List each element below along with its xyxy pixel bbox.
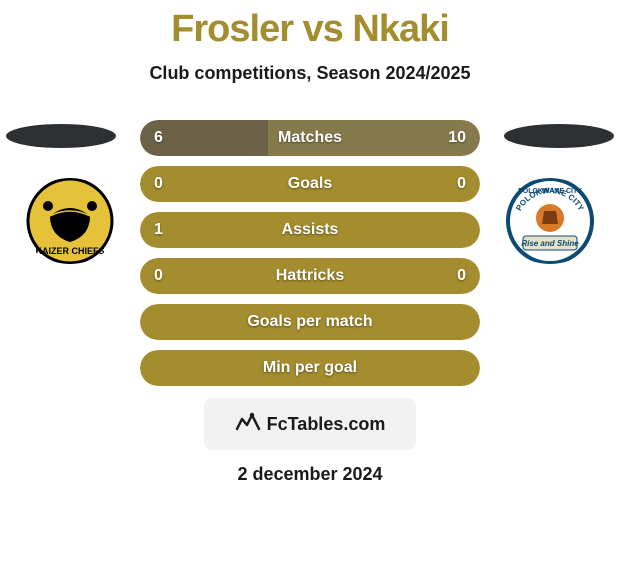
bar-value-right: 0	[457, 267, 466, 285]
date-stamp: 2 december 2024	[0, 464, 620, 485]
bar-value-left: 1	[154, 221, 163, 239]
svg-text:Rise and Shine: Rise and Shine	[521, 239, 579, 248]
bar-label: Min per goal	[263, 359, 357, 377]
player1-avatar-placeholder	[6, 124, 116, 148]
brand-badge[interactable]: FcTables.com	[204, 398, 416, 450]
bar-value-right: 0	[457, 175, 466, 193]
bar-value-left: 0	[154, 175, 163, 193]
bar-value-right: 10	[448, 129, 466, 147]
player2-avatar-placeholder	[504, 124, 614, 148]
comparison-card: Frosler vs Nkaki Club competitions, Seas…	[0, 0, 620, 580]
stat-bar-matches: 6 10 Matches	[140, 120, 480, 156]
stat-bar-goals-per-match: Goals per match	[140, 304, 480, 340]
page-title: Frosler vs Nkaki	[0, 0, 620, 51]
bar-label: Assists	[282, 221, 339, 239]
svg-text:POLOKWANE CITY: POLOKWANE CITY	[518, 188, 582, 195]
bar-value-left: 6	[154, 129, 163, 147]
kaizer-chiefs-icon: KAIZER CHIEFS	[20, 178, 120, 264]
brand-text: FcTables.com	[267, 414, 386, 435]
bar-label: Hattricks	[276, 267, 344, 285]
stat-bar-goals: 0 0 Goals	[140, 166, 480, 202]
polokwane-city-icon: POLOKWANE CITY POLOKWANE CITY Rise and S…	[500, 178, 600, 264]
bar-label: Goals per match	[247, 313, 372, 331]
svg-text:KAIZER CHIEFS: KAIZER CHIEFS	[35, 246, 104, 256]
club-logo-left: KAIZER CHIEFS	[20, 178, 120, 264]
stat-bar-assists: 1 Assists	[140, 212, 480, 248]
bar-value-left: 0	[154, 267, 163, 285]
subtitle: Club competitions, Season 2024/2025	[0, 63, 620, 84]
bar-label: Goals	[288, 175, 332, 193]
vs-text: vs	[303, 8, 343, 50]
club-logo-right: POLOKWANE CITY POLOKWANE CITY Rise and S…	[500, 178, 600, 264]
stat-bars: 6 10 Matches 0 0 Goals 1 Assists 0 0 Hattricks Goal…	[140, 120, 480, 396]
player2-name: Nkaki	[352, 8, 448, 50]
bar-label: Matches	[278, 129, 342, 147]
player1-name: Frosler	[171, 8, 293, 50]
stat-bar-hattricks: 0 0 Hattricks	[140, 258, 480, 294]
stat-bar-min-per-goal: Min per goal	[140, 350, 480, 386]
fctables-icon	[235, 411, 261, 438]
